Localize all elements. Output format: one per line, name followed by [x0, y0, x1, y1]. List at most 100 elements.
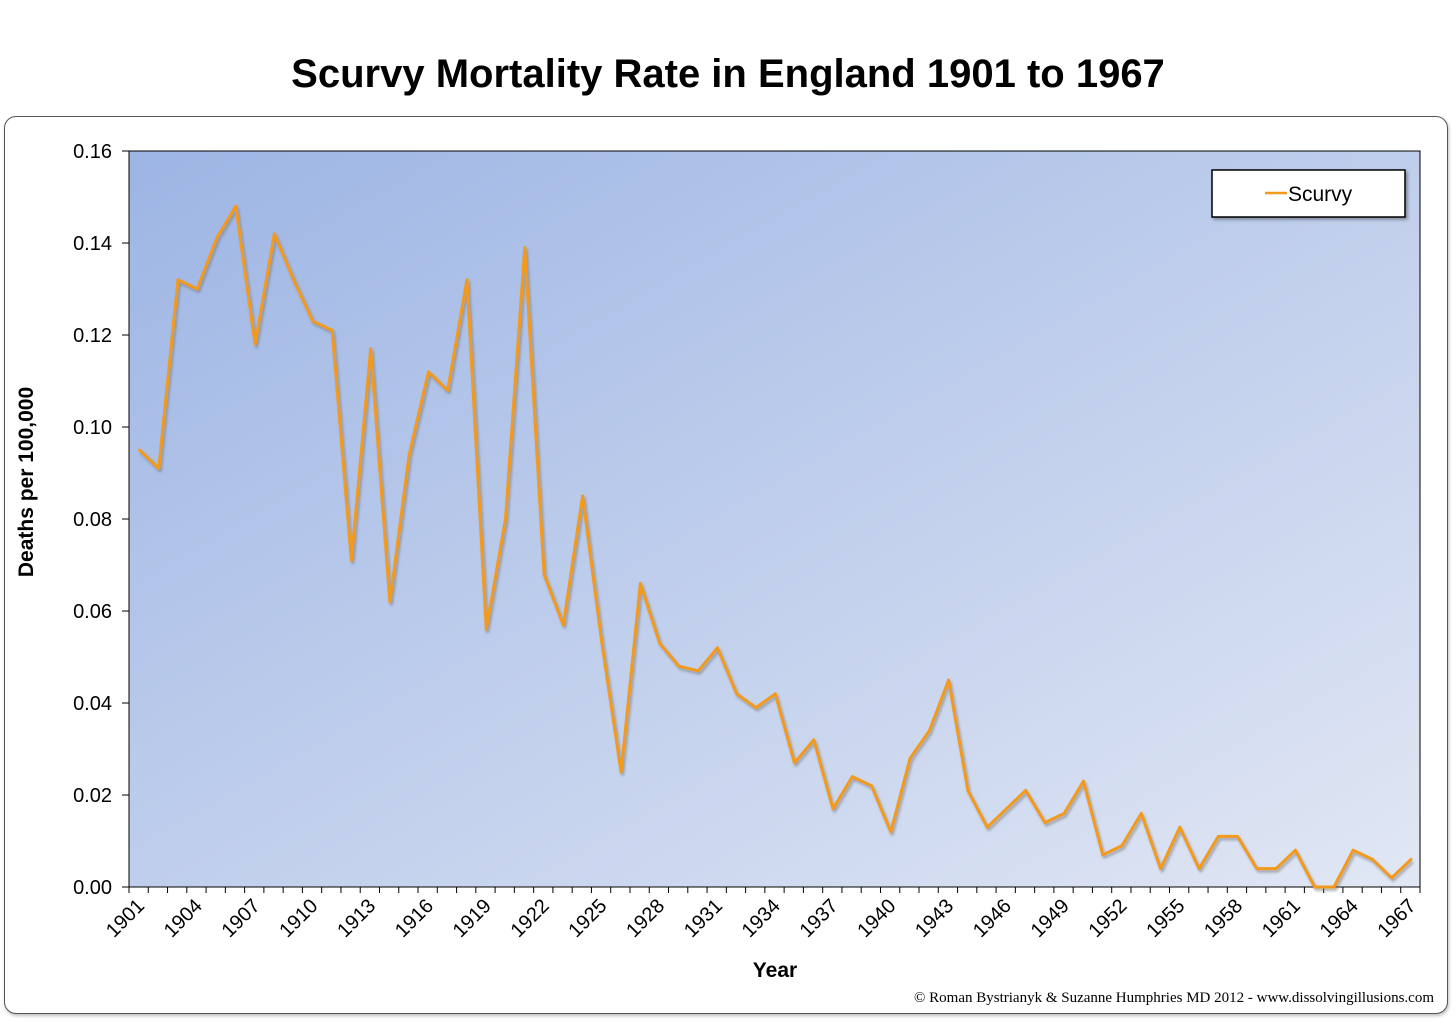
data-point	[1024, 789, 1028, 792]
data-point	[1351, 848, 1355, 852]
data-point	[889, 830, 893, 834]
x-tick-label: 1967	[1374, 895, 1421, 942]
x-tick-label: 1937	[796, 895, 843, 942]
x-tick-label: 1964	[1316, 895, 1363, 942]
data-point	[735, 692, 739, 696]
x-tick-label: 1907	[218, 895, 265, 942]
data-point	[407, 453, 411, 456]
data-point	[1255, 867, 1259, 870]
data-point	[1139, 812, 1143, 815]
x-tick-label: 1925	[564, 895, 611, 942]
x-tick-label: 1910	[275, 895, 322, 942]
data-point	[1216, 835, 1220, 838]
y-tick-label: 0.06	[73, 601, 112, 623]
data-point	[446, 388, 450, 392]
data-point	[850, 775, 854, 778]
data-point	[195, 287, 199, 291]
x-tick-label: 1934	[738, 895, 785, 942]
data-point	[388, 600, 392, 604]
data-point	[292, 278, 296, 282]
y-tick-label: 0.04	[73, 693, 112, 715]
data-point	[253, 342, 257, 346]
data-point	[234, 204, 238, 208]
data-point	[369, 347, 373, 351]
data-point	[812, 738, 816, 742]
x-tick-label: 1919	[449, 895, 496, 942]
data-point	[619, 770, 623, 774]
x-tick-label: 1901	[102, 895, 149, 942]
x-tick-label: 1952	[1085, 895, 1132, 942]
data-point	[831, 807, 835, 811]
copyright-notice: © Roman Bystrianyk & Suzanne Humphries M…	[914, 990, 1434, 1006]
data-point	[1409, 858, 1413, 861]
data-point	[716, 646, 719, 650]
legend-box	[1211, 169, 1406, 218]
y-tick-label: 0.14	[73, 233, 112, 255]
x-tick-label: 1943	[911, 895, 958, 942]
data-point	[908, 756, 912, 760]
data-point	[465, 278, 469, 282]
x-tick-label: 1913	[333, 895, 380, 942]
y-tick-label: 0.12	[73, 325, 112, 347]
data-point	[1197, 867, 1201, 870]
x-tick-label: 1961	[1258, 895, 1305, 942]
data-point	[1062, 812, 1066, 815]
data-point	[600, 641, 604, 645]
series-points	[138, 204, 1413, 889]
data-point	[1043, 821, 1047, 824]
data-point	[157, 467, 161, 470]
data-point	[638, 582, 642, 585]
data-point	[966, 789, 970, 792]
data-point	[754, 706, 758, 709]
y-tick-label: 0.08	[73, 509, 112, 531]
data-point	[484, 628, 488, 631]
data-point	[561, 623, 565, 627]
data-point	[176, 278, 180, 282]
data-point	[927, 729, 931, 732]
data-point	[138, 448, 141, 452]
data-point	[542, 572, 546, 576]
x-tick-label: 1916	[391, 895, 438, 942]
data-point	[427, 370, 430, 374]
data-point	[1005, 807, 1008, 811]
x-tick-label: 1931	[680, 895, 727, 942]
chart-title: Scurvy Mortality Rate in England 1901 to…	[291, 52, 1165, 96]
data-point	[677, 664, 681, 668]
y-tick-label: 0.16	[73, 141, 112, 163]
data-point	[985, 825, 989, 829]
data-point	[773, 692, 777, 696]
x-tick-label: 1922	[507, 895, 554, 942]
data-point	[1082, 779, 1085, 783]
data-point	[311, 319, 315, 323]
x-tick-label: 1946	[969, 895, 1016, 942]
y-axis: 0.00 0.02 0.04 0.06 0.08 0.10 0.12 0.14 0.16	[73, 141, 130, 899]
x-tick-label: 1904	[160, 895, 207, 942]
data-point	[793, 761, 796, 765]
data-point	[1313, 885, 1317, 889]
data-point	[350, 559, 353, 562]
data-point	[523, 246, 527, 250]
x-tick-label: 1958	[1200, 895, 1247, 942]
data-point	[1236, 835, 1240, 838]
y-axis-title: Deaths per 100,000	[15, 387, 38, 577]
y-tick-label: 0.02	[73, 785, 112, 807]
data-point	[504, 517, 507, 521]
data-point	[1294, 848, 1297, 852]
legend: Scurvy	[1211, 169, 1406, 218]
data-point	[1371, 858, 1374, 861]
data-point	[658, 641, 662, 645]
y-tick-label: 0.10	[73, 417, 112, 439]
data-point	[870, 784, 873, 788]
x-tick-label: 1940	[853, 895, 900, 942]
data-point	[581, 494, 584, 498]
x-axis-title: Year	[753, 959, 797, 982]
x-tick-label: 1955	[1142, 895, 1189, 942]
y-tick-label: 0.00	[73, 877, 112, 899]
legend-label: Scurvy	[1288, 183, 1353, 206]
data-point	[215, 237, 218, 240]
data-point	[1274, 867, 1278, 870]
data-point	[272, 232, 276, 236]
data-point	[1101, 853, 1105, 857]
data-point	[947, 678, 951, 682]
